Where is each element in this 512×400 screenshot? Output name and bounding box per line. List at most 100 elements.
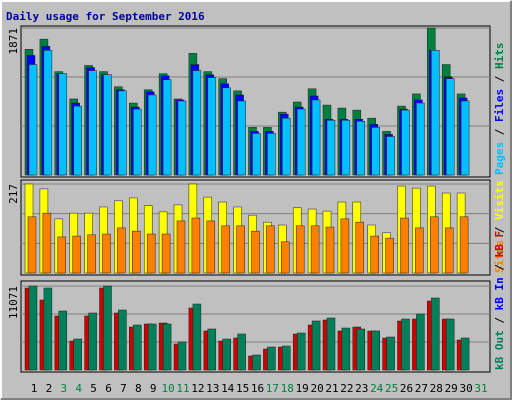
bar (176, 220, 186, 274)
bar (42, 212, 52, 274)
bar (415, 227, 424, 274)
bar (237, 333, 246, 371)
bar (207, 77, 217, 176)
bar (401, 109, 410, 176)
x-tick-label: 21 (325, 382, 338, 395)
bar (325, 226, 335, 274)
bar (252, 354, 261, 371)
bar (282, 117, 291, 176)
bar (222, 87, 231, 176)
bar (27, 216, 37, 274)
x-tick-label: 11 (176, 382, 189, 395)
bar (444, 227, 454, 274)
bar (161, 233, 171, 274)
bar (88, 70, 97, 176)
x-tick-label: 22 (340, 382, 353, 395)
bar (311, 320, 321, 371)
bar (252, 133, 261, 176)
legend-separator: / (493, 310, 506, 330)
legend-entry: kB In (493, 277, 506, 310)
bar (251, 230, 260, 274)
bar (267, 133, 276, 176)
x-tick-label: 19 (296, 382, 309, 395)
bar (162, 323, 172, 371)
legend-entry: kB F (493, 231, 506, 258)
bar (73, 338, 82, 371)
bar (371, 330, 380, 371)
bar (266, 225, 275, 274)
bar (295, 225, 305, 274)
bar (192, 303, 202, 371)
bar (102, 233, 111, 274)
bar (237, 100, 246, 176)
bar (370, 235, 379, 274)
x-tick-label: 10 (161, 382, 174, 395)
bar (146, 233, 156, 274)
bar (311, 99, 321, 176)
bar (371, 127, 380, 176)
bar (43, 287, 53, 371)
bar (386, 136, 395, 176)
bar (416, 102, 425, 176)
bar (445, 318, 455, 371)
bar (58, 73, 68, 176)
bar (400, 217, 409, 274)
x-tick-label: 9 (150, 382, 157, 395)
bar (207, 328, 217, 371)
x-tick-label: 16 (251, 382, 264, 395)
x-tick-label: 29 (445, 382, 458, 395)
bar (222, 338, 231, 371)
legend-separator: / (493, 257, 506, 277)
bar (340, 218, 350, 274)
bar (118, 309, 127, 371)
bar (431, 297, 440, 371)
bar (73, 105, 82, 176)
bar (416, 313, 425, 371)
bar (296, 108, 306, 176)
bar (445, 78, 455, 176)
bar (431, 50, 440, 176)
x-tick-label: 17 (266, 382, 279, 395)
x-tick-label: 27 (415, 382, 428, 395)
x-tick-label: 14 (221, 382, 235, 395)
bar (386, 336, 395, 371)
x-tick-label: 13 (206, 382, 219, 395)
legend-entry: Pages (493, 142, 506, 175)
bar (58, 310, 68, 371)
bar (460, 337, 470, 371)
x-tick-label: 12 (191, 382, 204, 395)
bar (147, 94, 157, 176)
bar (430, 216, 439, 274)
bar (177, 100, 187, 176)
chart-title: Daily usage for September 2016 (6, 10, 205, 23)
bar (282, 345, 291, 371)
x-tick-label: 5 (90, 382, 97, 395)
legend-entry: Files (493, 89, 506, 122)
bar (460, 100, 470, 176)
x-tick-label: 31 (474, 382, 487, 395)
legend-separator: / (493, 220, 506, 240)
bar (88, 312, 97, 371)
bar (133, 108, 142, 176)
x-tick-label: 30 (459, 382, 472, 395)
bar (326, 317, 336, 371)
bar (341, 327, 351, 371)
bar (341, 119, 351, 176)
bar (133, 324, 142, 371)
x-tick-label: 7 (120, 382, 127, 395)
x-tick-label: 26 (400, 382, 413, 395)
bar (296, 332, 306, 371)
x-tick-label: 20 (310, 382, 323, 395)
bar (87, 234, 96, 274)
bar (117, 227, 126, 274)
legend-separator: / (493, 122, 506, 142)
bar (385, 237, 394, 274)
bar (401, 318, 410, 371)
legend: Pages / Files / Hits (493, 43, 506, 176)
bar (356, 121, 366, 176)
legend-separator: / (493, 69, 506, 89)
bar (326, 119, 336, 176)
